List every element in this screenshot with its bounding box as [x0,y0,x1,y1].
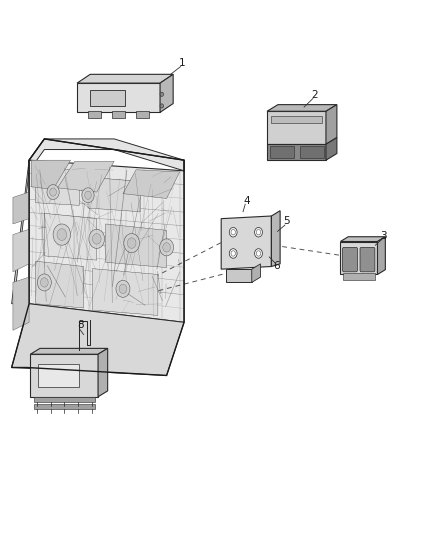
Circle shape [47,184,59,199]
Circle shape [82,188,94,203]
Circle shape [119,284,127,294]
Text: 5: 5 [283,216,290,227]
Polygon shape [13,192,29,224]
Polygon shape [35,166,79,205]
Polygon shape [35,261,84,308]
Circle shape [37,274,51,291]
Circle shape [85,191,92,199]
Circle shape [160,104,163,108]
Circle shape [163,243,170,252]
Circle shape [256,251,261,256]
Polygon shape [77,74,173,83]
Polygon shape [77,83,160,112]
Polygon shape [326,138,337,160]
Circle shape [256,230,261,235]
Circle shape [254,249,262,259]
Bar [34,403,95,409]
Polygon shape [88,177,141,212]
Polygon shape [221,216,272,269]
Circle shape [160,92,163,96]
Polygon shape [326,104,337,144]
Circle shape [159,239,173,256]
Polygon shape [340,241,378,274]
Circle shape [254,228,262,237]
Polygon shape [31,160,71,189]
Polygon shape [13,277,29,330]
Polygon shape [123,169,180,198]
Bar [272,116,321,123]
Polygon shape [44,213,97,260]
Circle shape [89,229,105,248]
Text: 6: 6 [273,261,279,271]
Circle shape [92,233,101,244]
Polygon shape [226,269,252,282]
Polygon shape [29,160,184,322]
Text: 4: 4 [243,196,250,206]
Polygon shape [12,304,184,375]
Bar [300,147,325,158]
Polygon shape [13,229,29,272]
Circle shape [40,278,48,287]
Circle shape [231,230,235,235]
Circle shape [229,228,237,237]
Circle shape [50,188,57,196]
Bar [38,364,79,387]
Text: 8: 8 [77,320,84,330]
Polygon shape [272,211,280,266]
Bar [343,273,375,280]
Polygon shape [30,349,108,354]
FancyBboxPatch shape [343,247,357,272]
Text: 2: 2 [311,90,318,100]
Polygon shape [98,349,108,397]
FancyBboxPatch shape [360,247,375,272]
Polygon shape [160,74,173,112]
Polygon shape [92,269,158,316]
Circle shape [53,224,71,245]
Polygon shape [106,224,166,268]
Bar [34,397,95,402]
Polygon shape [267,144,326,160]
Polygon shape [12,160,29,304]
Polygon shape [252,264,261,282]
Circle shape [124,233,140,253]
Text: 3: 3 [380,231,386,241]
Polygon shape [378,237,385,274]
Bar [270,147,294,158]
Circle shape [127,238,136,248]
Circle shape [57,229,67,240]
Polygon shape [30,354,98,397]
Bar [90,90,125,106]
Text: 1: 1 [179,59,185,68]
Bar [88,111,101,118]
Circle shape [231,251,235,256]
Polygon shape [29,139,184,171]
Circle shape [116,280,130,297]
Circle shape [229,249,237,259]
Polygon shape [340,237,385,241]
Polygon shape [57,161,114,192]
Polygon shape [267,104,337,111]
Polygon shape [267,111,326,144]
Bar [112,111,125,118]
Bar [136,111,149,118]
